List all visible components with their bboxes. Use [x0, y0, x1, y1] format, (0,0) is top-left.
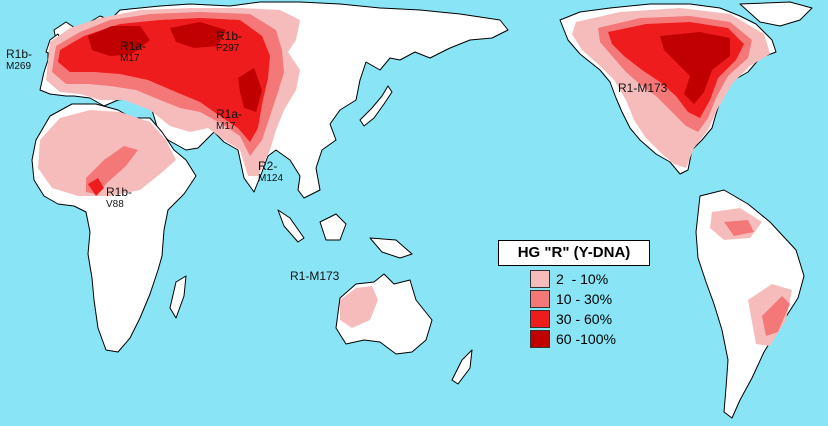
- label-name: R1b: [106, 185, 129, 199]
- legend-swatch: [530, 330, 550, 348]
- legend-label: 10 - 30%: [556, 291, 613, 307]
- label-name: R1b: [216, 29, 239, 43]
- map-label-r1b-m269: R1b- M269: [6, 47, 33, 73]
- label-name: R1-M173: [618, 81, 668, 95]
- label-name: R1a: [120, 39, 143, 53]
- legend-label: 2 - 10%: [556, 271, 609, 287]
- label-sub: M17: [120, 53, 140, 64]
- label-sub: M124: [258, 173, 284, 184]
- r-zone-60-100-eurasia: [88, 22, 262, 112]
- label-sub: M269: [6, 61, 32, 72]
- madagascar: [169, 275, 187, 319]
- label-name: R1b: [6, 47, 29, 61]
- borneo: [319, 213, 347, 241]
- legend-swatch: [530, 270, 550, 288]
- r-zone-60-100-north-america: [660, 32, 730, 104]
- japan: [359, 85, 393, 127]
- sumatra: [277, 209, 305, 243]
- legend-swatch: [530, 310, 550, 328]
- label-name: R1-M173: [290, 269, 340, 283]
- r-zone-10-30-south-america: [724, 220, 790, 336]
- label-sub: V88: [106, 199, 124, 210]
- map-label-r1b-v88: R1b- V88: [106, 185, 133, 211]
- new-guinea: [369, 237, 413, 259]
- r-zone-2-10-australia: [340, 286, 378, 328]
- legend: HG "R" (Y-DNA) 2 - 10% 10 - 30% 30 - 60%…: [498, 240, 650, 352]
- new-zealand: [451, 349, 473, 385]
- legend-title: HG "R" (Y-DNA): [498, 240, 650, 266]
- label-name: R1a: [216, 107, 239, 121]
- r-zone-30-60-africa: [88, 178, 104, 196]
- map-label-r1-m173-asia: R1-M173: [290, 270, 339, 283]
- greenland: [739, 1, 813, 27]
- map-label-r1-m173-america: R1-M173: [618, 82, 667, 95]
- map-label-r1a-m17-asia: R1a- M17: [216, 107, 243, 133]
- label-name: R2: [258, 159, 274, 173]
- label-sub: M17: [216, 121, 236, 132]
- map-label-r2-m124: R2- M124: [258, 159, 284, 185]
- r-zone-2-10-africa: [38, 110, 176, 196]
- label-sub: P297: [216, 43, 240, 54]
- legend-label: 60 -100%: [556, 331, 616, 347]
- map-label-r1b-p297: R1b- P297: [216, 29, 243, 55]
- legend-swatch: [530, 290, 550, 308]
- map-label-r1a-m17-europe: R1a- M17: [120, 39, 147, 65]
- legend-label: 30 - 60%: [556, 311, 613, 327]
